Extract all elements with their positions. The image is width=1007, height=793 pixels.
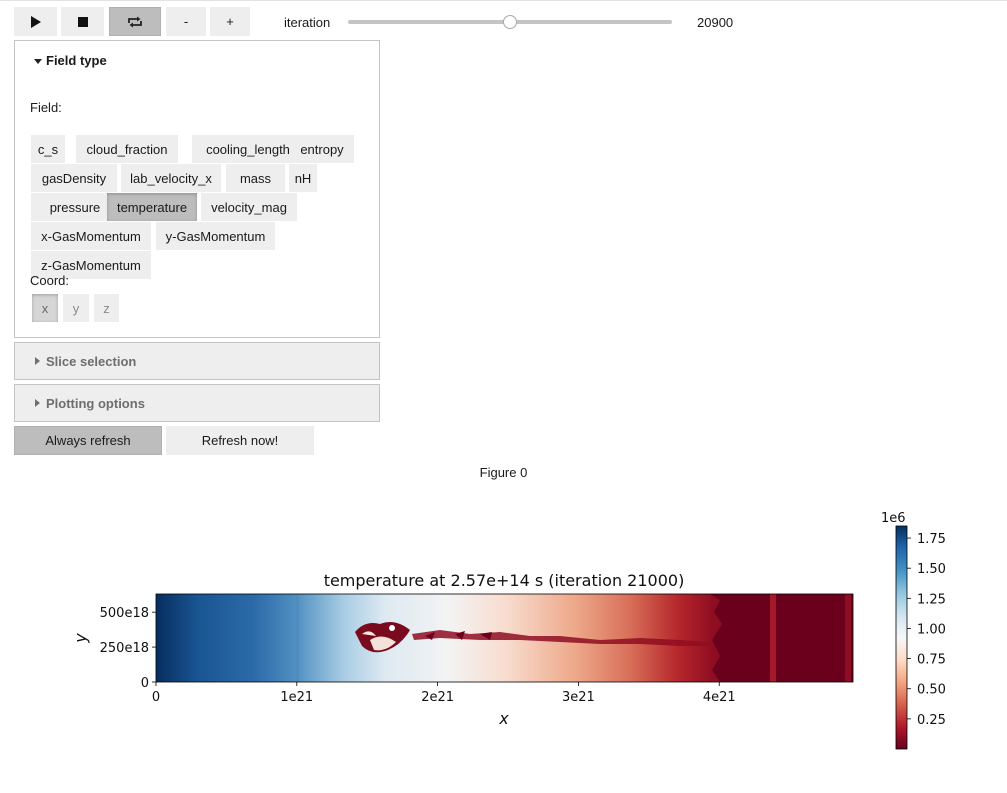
expanded-caret-icon[interactable]: [34, 59, 42, 64]
plotting-options-header[interactable]: Plotting options: [46, 396, 145, 411]
y-tick-label: 0: [141, 676, 149, 691]
coord-option-z[interactable]: z: [94, 294, 119, 322]
field-option-nh[interactable]: nH: [289, 164, 317, 192]
field-option-pressure[interactable]: pressure: [31, 193, 119, 221]
plotting-options-panel[interactable]: Plotting options: [14, 384, 380, 422]
always-refresh-button[interactable]: Always refresh: [14, 426, 162, 455]
colorbar-tick-label: 0.50: [917, 683, 946, 698]
x-tick-label: 3e21: [562, 690, 595, 705]
coord-option-y[interactable]: y: [63, 294, 89, 322]
field-option-cooling-length[interactable]: cooling_length: [192, 135, 304, 163]
colorbar-tick-label: 1.25: [917, 592, 946, 607]
heatmap-image: [156, 594, 853, 682]
decrement-button[interactable]: -: [166, 7, 206, 36]
colorbar-tick-label: 1.00: [917, 622, 946, 637]
field-option-z-gasmomentum[interactable]: z-GasMomentum: [31, 251, 151, 279]
x-axis-label: x: [498, 709, 509, 728]
x-tick-label: 2e21: [421, 690, 454, 705]
field-type-header[interactable]: Field type: [46, 53, 107, 68]
field-option-mass[interactable]: mass: [226, 164, 285, 192]
x-tick-label: 1e21: [280, 690, 313, 705]
plot-frame: [155, 593, 854, 683]
plot-title: temperature at 2.57e+14 s (iteration 210…: [324, 571, 685, 590]
colorbar-ticks: 1.75 1.50 1.25 1.00 0.75 0.50 0.25: [907, 532, 946, 728]
figure-label: Figure 0: [479, 465, 528, 480]
colorbar-tick-label: 0.25: [917, 713, 946, 728]
coord-option-x[interactable]: x: [32, 294, 58, 322]
colorbar-tick-label: 1.75: [917, 532, 946, 547]
refresh-now-button[interactable]: Refresh now!: [166, 426, 314, 455]
y-axis: 0 250e18 500e18: [100, 606, 156, 691]
slice-selection-header[interactable]: Slice selection: [46, 354, 137, 369]
colorbar-tick-label: 0.75: [917, 653, 946, 668]
increment-button[interactable]: +: [210, 7, 250, 36]
stop-button[interactable]: [61, 7, 104, 36]
play-icon: [30, 15, 41, 28]
collapsed-caret-icon: [35, 399, 40, 407]
loop-button[interactable]: [109, 7, 161, 36]
colorbar-multiplier: 1e6: [881, 511, 906, 526]
field-option-temperature[interactable]: temperature: [107, 193, 197, 221]
iteration-value: 20900: [697, 15, 734, 30]
loop-icon: [128, 16, 142, 27]
coord-label: Coord:: [30, 273, 70, 288]
field-option-lab-velocity-x[interactable]: lab_velocity_x: [121, 164, 221, 192]
field-label: Field:: [30, 100, 62, 115]
x-axis: 0 1e21 2e21 3e21 4e21: [152, 682, 736, 705]
iteration-slider-handle[interactable]: [503, 15, 517, 29]
colorbar-tick-label: 1.50: [917, 562, 946, 577]
field-option-y-gasmomentum[interactable]: y-GasMomentum: [156, 222, 275, 250]
field-option-c-s[interactable]: c_s: [31, 135, 65, 163]
slice-selection-panel[interactable]: Slice selection: [14, 342, 380, 380]
play-button[interactable]: [14, 7, 57, 36]
stop-icon: [77, 16, 88, 27]
collapsed-caret-icon: [35, 357, 40, 365]
field-option-velocity-mag[interactable]: velocity_mag: [201, 193, 297, 221]
y-tick-label: 500e18: [100, 606, 149, 621]
x-tick-label: 4e21: [703, 690, 736, 705]
iteration-label: iteration: [284, 15, 331, 30]
y-axis-label: y: [71, 633, 90, 644]
colorbar: [895, 525, 908, 750]
x-tick-label: 0: [152, 690, 160, 705]
field-option-cloud-fraction[interactable]: cloud_fraction: [76, 135, 178, 163]
y-tick-label: 250e18: [100, 641, 149, 656]
top-divider: [0, 0, 1007, 1]
field-option-entropy[interactable]: entropy: [290, 135, 354, 163]
field-type-panel: Field type Field: c_s cloud_fraction cooli…: [14, 40, 380, 338]
field-option-gasdensity[interactable]: gasDensity: [31, 164, 117, 192]
field-option-x-gasmomentum[interactable]: x-GasMomentum: [31, 222, 151, 250]
